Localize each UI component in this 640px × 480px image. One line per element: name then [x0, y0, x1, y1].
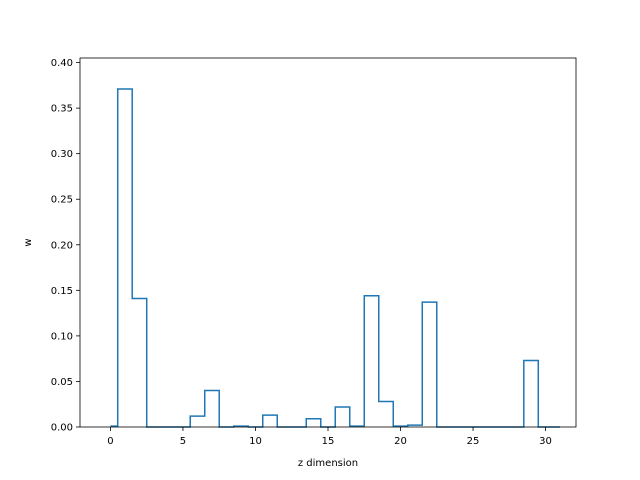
y-axis: 0.00 0.05 0.10 0.15 0.20 0.25 0.30 0.35 0.40	[51, 58, 80, 434]
x-tick-label: 5	[180, 436, 186, 447]
y-tick-label: 0.30	[51, 149, 73, 160]
x-axis: 0 5 10 15 20 25 30	[107, 427, 552, 447]
y-tick-label: 0.40	[51, 58, 73, 69]
y-tick-label: 0.25	[51, 195, 73, 206]
y-tick-label: 0.20	[51, 240, 73, 251]
y-tick-label: 0.00	[51, 423, 73, 434]
y-tick-label: 0.05	[51, 377, 73, 388]
x-tick-label: 30	[539, 436, 552, 447]
x-tick-label: 0	[107, 436, 113, 447]
x-tick-label: 10	[249, 436, 262, 447]
series-step-line	[110, 88, 561, 428]
axes-frame	[79, 57, 577, 428]
x-tick-label: 25	[467, 436, 480, 447]
x-axis-title: z dimension	[298, 458, 358, 469]
x-tick-label: 20	[394, 436, 407, 447]
y-tick-label: 0.10	[51, 331, 73, 342]
y-axis-title: w	[23, 238, 34, 246]
y-tick-label: 0.35	[51, 104, 73, 115]
x-tick-label: 15	[322, 436, 335, 447]
y-tick-label: 0.15	[51, 286, 73, 297]
